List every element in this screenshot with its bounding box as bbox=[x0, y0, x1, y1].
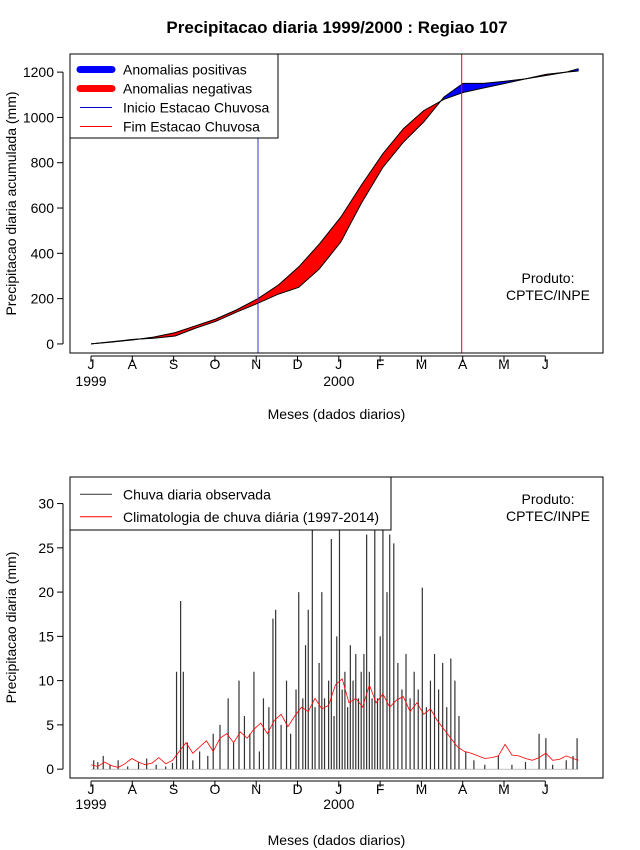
x-tick-label: D bbox=[292, 781, 302, 797]
x-tick-label: O bbox=[209, 781, 220, 797]
y-tick-label: 20 bbox=[38, 584, 54, 600]
climatology-cumulative-line bbox=[90, 70, 579, 345]
x-tick-label: J bbox=[335, 781, 342, 797]
x-tick-label: N bbox=[251, 356, 261, 372]
year-label: 1999 bbox=[75, 373, 106, 389]
y-tick-label: 5 bbox=[46, 717, 54, 733]
y-tick-label: 0 bbox=[46, 336, 54, 352]
y-tick-label: 25 bbox=[38, 540, 54, 556]
x-tick-label: A bbox=[128, 781, 138, 797]
x-tick-label: M bbox=[498, 356, 510, 372]
product-label: CPTEC/INPE bbox=[506, 508, 590, 524]
x-tick-label: A bbox=[128, 356, 138, 372]
negative-anomaly-area bbox=[257, 284, 279, 304]
year-label: 2000 bbox=[323, 373, 354, 389]
product-label: CPTEC/INPE bbox=[506, 287, 590, 303]
x-tick-label: M bbox=[498, 781, 510, 797]
y-tick-label: 600 bbox=[31, 200, 55, 216]
y-tick-label: 10 bbox=[38, 673, 54, 689]
x-tick-label: J bbox=[542, 356, 549, 372]
climatology-line bbox=[90, 678, 579, 768]
x-tick-label: M bbox=[416, 781, 428, 797]
legend-label: Inicio Estacao Chuvosa bbox=[123, 100, 270, 116]
negative-anomaly-area bbox=[278, 266, 299, 295]
negative-anomaly-area bbox=[360, 152, 384, 205]
negative-anomaly-area bbox=[298, 243, 320, 288]
x-tick-label: M bbox=[416, 356, 428, 372]
product-label: Produto: bbox=[522, 491, 575, 507]
legend-label: Anomalias negativas bbox=[123, 81, 252, 97]
y-tick-label: 0 bbox=[46, 761, 54, 777]
y-axis-title: Precipitacao diaria acumulada (mm) bbox=[3, 91, 19, 315]
chart-title: Precipitacao diaria 1999/2000 : Regiao 1… bbox=[166, 18, 507, 37]
x-tick-label: A bbox=[458, 781, 468, 797]
y-tick-label: 400 bbox=[31, 245, 55, 261]
x-tick-label: J bbox=[335, 356, 342, 372]
y-tick-label: 30 bbox=[38, 496, 54, 512]
x-tick-label: D bbox=[292, 356, 302, 372]
product-label: Produto: bbox=[522, 270, 575, 286]
x-tick-label: J bbox=[88, 356, 95, 372]
daily-panel: 0 5 10 15 20 25 30 Precipitacao diaria (mm) J A S O… bbox=[3, 476, 604, 848]
year-label: 1999 bbox=[75, 796, 106, 812]
legend-label: Chuva diaria observada bbox=[123, 486, 271, 502]
x-tick-label: S bbox=[169, 356, 178, 372]
x-tick-label: N bbox=[251, 781, 261, 797]
year-label: 2000 bbox=[323, 796, 354, 812]
x-tick-label: O bbox=[209, 356, 220, 372]
x-axis-title: Meses (dados diarios) bbox=[268, 406, 406, 422]
x-tick-label: F bbox=[376, 781, 385, 797]
x-tick-label: F bbox=[376, 356, 385, 372]
y-tick-label: 200 bbox=[31, 291, 55, 307]
legend-label: Anomalias positivas bbox=[123, 62, 247, 78]
observed-cumulative-line bbox=[90, 68, 579, 345]
positive-anomaly-area bbox=[462, 83, 484, 93]
negative-anomaly-area bbox=[318, 216, 342, 270]
y-axis-title: Precipitacao diaria (mm) bbox=[3, 552, 19, 704]
plot-frame bbox=[69, 53, 604, 354]
y-tick-label: 1200 bbox=[23, 64, 54, 80]
legend-label: Climatologia de chuva diária (1997-2014) bbox=[123, 509, 379, 525]
x-axis-title: Meses (dados diarios) bbox=[268, 832, 406, 848]
x-tick-label: A bbox=[458, 356, 468, 372]
x-tick-label: J bbox=[542, 781, 549, 797]
negative-anomaly-area bbox=[340, 184, 362, 243]
x-tick-label: S bbox=[169, 781, 178, 797]
y-tick-label: 15 bbox=[38, 628, 54, 644]
y-tick-label: 1000 bbox=[23, 109, 54, 125]
legend-label: Fim Estacao Chuvosa bbox=[123, 119, 260, 135]
y-tick-label: 800 bbox=[31, 155, 55, 171]
x-tick-label: J bbox=[88, 781, 95, 797]
negative-anomaly-area bbox=[382, 128, 404, 169]
legend-box bbox=[69, 476, 392, 531]
